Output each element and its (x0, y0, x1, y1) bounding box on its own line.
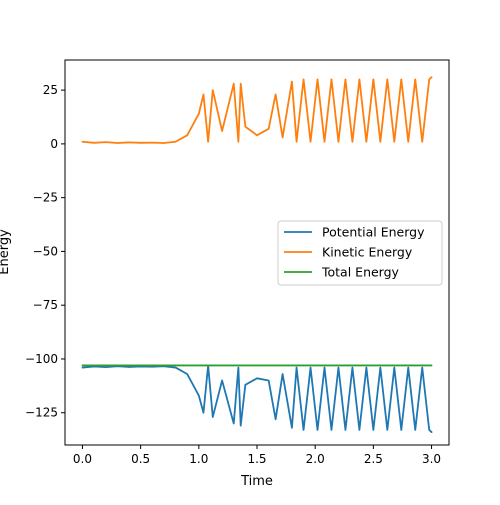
y-tick-label: 0 (50, 137, 58, 151)
y-tick-label: −25 (33, 191, 58, 205)
legend-items: Potential Energy Kinetic Energy Total Ener… (284, 225, 425, 280)
x-tick-label: 2.0 (306, 452, 325, 466)
x-tick-label: 0.0 (73, 452, 92, 466)
x-axis-label: Time (240, 474, 273, 489)
series-line-kinetic-energy (81, 76, 433, 144)
x-tick-label: 3.0 (422, 452, 441, 466)
x-tick-label: 1.5 (247, 452, 266, 466)
x-axis-ticks: 0.0 0.5 1.0 1.5 2.0 2.5 3.0 (73, 445, 441, 466)
legend-label: Kinetic Energy (322, 245, 413, 260)
y-tick-label: 25 (43, 83, 58, 97)
legend-label: Potential Energy (322, 225, 425, 240)
legend: Potential Energy Kinetic Energy Total Ener… (277, 220, 443, 286)
y-tick-label: −125 (25, 406, 58, 420)
y-tick-label: −100 (25, 352, 58, 366)
legend-label: Total Energy (321, 265, 400, 280)
y-axis-label: Energy (0, 229, 12, 275)
legend-box (277, 220, 443, 286)
x-tick-label: 2.5 (364, 452, 383, 466)
y-axis-ticks: 25 0 −25 −50 −75 −100 −125 (25, 83, 65, 420)
series-line-potential-energy (81, 364, 433, 433)
x-tick-label: 1.0 (189, 452, 208, 466)
y-tick-label: −75 (33, 298, 58, 312)
y-tick-label: −50 (33, 244, 58, 258)
x-tick-label: 0.5 (131, 452, 150, 466)
series-layer (81, 76, 433, 433)
